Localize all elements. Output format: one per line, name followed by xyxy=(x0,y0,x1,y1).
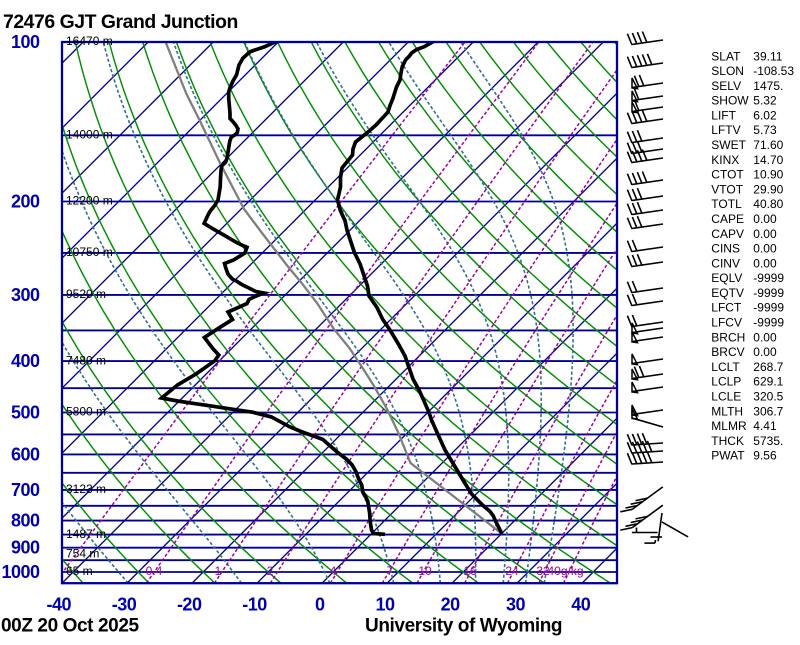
svg-text:400: 400 xyxy=(11,351,40,371)
svg-text:CAPE: CAPE xyxy=(711,212,744,226)
svg-text:4: 4 xyxy=(330,564,337,578)
svg-text:0.00: 0.00 xyxy=(753,256,777,270)
svg-text:CINS: CINS xyxy=(711,242,740,256)
svg-text:LFCV: LFCV xyxy=(711,316,742,330)
svg-text:-9999: -9999 xyxy=(753,286,784,300)
svg-text:1487 m: 1487 m xyxy=(66,527,106,541)
svg-text:71.60: 71.60 xyxy=(753,138,783,152)
svg-text:SLON: SLON xyxy=(711,64,744,78)
svg-text:0.00: 0.00 xyxy=(753,227,777,241)
svg-text:-9999: -9999 xyxy=(753,316,784,330)
svg-text:40: 40 xyxy=(571,595,591,615)
svg-text:CTOT: CTOT xyxy=(711,168,744,182)
svg-text:0.4: 0.4 xyxy=(146,564,163,578)
svg-text:CAPV: CAPV xyxy=(711,227,744,241)
svg-text:EQTV: EQTV xyxy=(711,286,744,300)
svg-text:14.70: 14.70 xyxy=(753,153,783,167)
svg-text:0.00: 0.00 xyxy=(753,242,777,256)
svg-text:5735.: 5735. xyxy=(753,434,783,448)
svg-text:-9999: -9999 xyxy=(753,301,784,315)
svg-text:600: 600 xyxy=(11,444,40,464)
svg-text:9520 m: 9520 m xyxy=(66,287,106,301)
svg-text:TOTL: TOTL xyxy=(711,197,742,211)
svg-text:800: 800 xyxy=(11,511,40,531)
svg-text:10.90: 10.90 xyxy=(753,168,783,182)
svg-text:MLTH: MLTH xyxy=(711,404,743,418)
svg-text:9.56: 9.56 xyxy=(753,449,777,463)
svg-text:2: 2 xyxy=(267,564,274,578)
svg-text:BRCH: BRCH xyxy=(711,330,745,344)
svg-text:20: 20 xyxy=(441,595,461,615)
svg-text:00Z 20 Oct 2025: 00Z 20 Oct 2025 xyxy=(1,616,139,637)
svg-text:VTOT: VTOT xyxy=(711,182,743,196)
svg-text:4.41: 4.41 xyxy=(753,419,777,433)
svg-text:320.5: 320.5 xyxy=(753,390,783,404)
svg-text:300: 300 xyxy=(11,285,40,305)
svg-text:32: 32 xyxy=(536,564,550,578)
svg-text:LCLT: LCLT xyxy=(711,360,740,374)
svg-text:SHOW: SHOW xyxy=(711,94,749,108)
svg-text:EQLV: EQLV xyxy=(711,271,742,285)
svg-text:5.32: 5.32 xyxy=(753,94,777,108)
svg-text:1475.: 1475. xyxy=(753,79,783,93)
svg-text:10: 10 xyxy=(418,564,432,578)
svg-text:CINV: CINV xyxy=(711,256,740,270)
svg-text:0.00: 0.00 xyxy=(753,212,777,226)
svg-text:1000: 1000 xyxy=(1,562,40,582)
svg-text:MLMR: MLMR xyxy=(711,419,747,433)
svg-text:10: 10 xyxy=(375,595,395,615)
svg-text:754 m: 754 m xyxy=(66,546,99,560)
svg-text:306.7: 306.7 xyxy=(753,404,783,418)
svg-text:200: 200 xyxy=(11,192,40,212)
svg-text:900: 900 xyxy=(11,538,40,558)
svg-text:SLAT: SLAT xyxy=(711,49,741,63)
svg-text:10750 m: 10750 m xyxy=(66,245,113,259)
svg-text:LCLE: LCLE xyxy=(711,390,741,404)
svg-text:3123 m: 3123 m xyxy=(66,482,106,496)
svg-text:29.90: 29.90 xyxy=(753,182,783,196)
svg-text:SELV: SELV xyxy=(711,79,741,93)
svg-text:16470 m: 16470 m xyxy=(66,34,113,48)
svg-text:-108.53: -108.53 xyxy=(753,64,794,78)
svg-text:65 m: 65 m xyxy=(66,564,93,578)
svg-text:72476 GJT Grand Junction: 72476 GJT Grand Junction xyxy=(3,11,238,33)
svg-text:0: 0 xyxy=(315,595,325,615)
svg-text:24: 24 xyxy=(505,564,519,578)
svg-text:500: 500 xyxy=(11,403,40,423)
svg-text:629.1: 629.1 xyxy=(753,375,783,389)
svg-text:THCK: THCK xyxy=(711,434,744,448)
svg-text:KINX: KINX xyxy=(711,153,739,167)
svg-text:LFTV: LFTV xyxy=(711,123,740,137)
svg-text:5.73: 5.73 xyxy=(753,123,777,137)
svg-text:14000 m: 14000 m xyxy=(66,128,113,142)
svg-text:LIFT: LIFT xyxy=(711,109,736,123)
svg-text:40.80: 40.80 xyxy=(753,197,783,211)
svg-text:BRCV: BRCV xyxy=(711,345,744,359)
svg-text:LFCT: LFCT xyxy=(711,301,742,315)
svg-text:700: 700 xyxy=(11,480,40,500)
svg-text:7480 m: 7480 m xyxy=(66,353,106,367)
svg-text:PWAT: PWAT xyxy=(711,449,745,463)
svg-text:-20: -20 xyxy=(177,595,202,615)
svg-text:268.7: 268.7 xyxy=(753,360,783,374)
svg-text:-40: -40 xyxy=(47,595,72,615)
svg-text:7: 7 xyxy=(387,564,394,578)
svg-text:6.02: 6.02 xyxy=(753,109,777,123)
svg-text:40g/kg: 40g/kg xyxy=(548,564,584,578)
svg-text:100: 100 xyxy=(11,32,40,52)
svg-text:1: 1 xyxy=(215,564,222,578)
svg-text:12200 m: 12200 m xyxy=(66,194,113,208)
svg-text:0.00: 0.00 xyxy=(753,330,777,344)
svg-text:0.00: 0.00 xyxy=(753,345,777,359)
svg-text:-10: -10 xyxy=(242,595,267,615)
svg-text:-30: -30 xyxy=(112,595,137,615)
svg-text:39.11: 39.11 xyxy=(753,49,782,63)
svg-text:30: 30 xyxy=(506,595,526,615)
svg-text:16: 16 xyxy=(463,564,477,578)
svg-text:SWET: SWET xyxy=(711,138,746,152)
svg-text:University of Wyoming: University of Wyoming xyxy=(365,616,562,637)
svg-text:LCLP: LCLP xyxy=(711,375,741,389)
svg-text:-9999: -9999 xyxy=(753,271,784,285)
svg-text:5800 m: 5800 m xyxy=(66,405,106,419)
